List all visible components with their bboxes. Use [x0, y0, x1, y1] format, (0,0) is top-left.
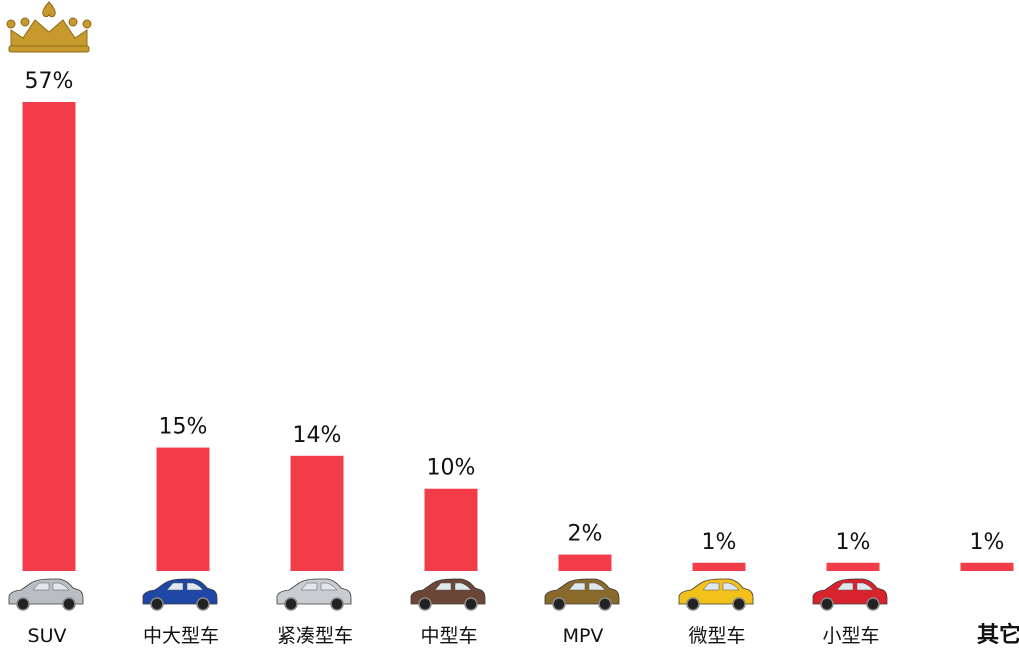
- category-label-2: 中大型车: [143, 625, 219, 647]
- car-body: [8, 578, 84, 605]
- car-window: [702, 582, 740, 591]
- car-body: [678, 578, 754, 605]
- car-wheel: [196, 597, 210, 611]
- bar-4: [424, 488, 478, 571]
- bar-5: [558, 554, 612, 571]
- car-window: [300, 582, 338, 591]
- car-body: [812, 578, 888, 605]
- car-window: [434, 582, 472, 591]
- car-wheel: [16, 597, 30, 611]
- bar-7: [826, 562, 880, 571]
- car-wheel: [284, 597, 298, 611]
- category-label-6: 微型车: [688, 625, 745, 647]
- category-label-7: 小型车: [822, 625, 879, 647]
- car-wheel: [330, 597, 344, 611]
- bar-1: [22, 102, 76, 571]
- category-label-8: 其它: [977, 622, 1019, 648]
- value-label-2: 15%: [159, 415, 208, 440]
- category-label-3: 紧凑型车: [277, 625, 353, 647]
- car-wheel: [820, 597, 834, 611]
- crown-top-ornament: [42, 1, 56, 18]
- crown-jewel: [82, 19, 92, 29]
- value-label-7: 1%: [836, 530, 871, 555]
- value-label-5: 2%: [568, 522, 603, 547]
- bar-8: [960, 562, 1014, 571]
- car-wheel: [552, 597, 566, 611]
- crown-icon: [6, 1, 92, 53]
- car-body: [142, 578, 218, 605]
- value-label-3: 14%: [293, 423, 342, 448]
- crown-jewel: [20, 17, 30, 27]
- car-body: [544, 578, 620, 605]
- car-wheel: [150, 597, 164, 611]
- car-wheel: [464, 597, 478, 611]
- car-window: [568, 582, 606, 591]
- car-icon: [544, 578, 620, 611]
- car-wheel: [598, 597, 612, 611]
- car-icon: [8, 578, 84, 611]
- category-label-4: 中型车: [420, 625, 477, 647]
- category-label-5: MPV: [563, 625, 604, 647]
- car-icon: [276, 578, 352, 611]
- crown-jewel: [68, 17, 78, 27]
- value-label-4: 10%: [427, 456, 476, 481]
- car-body: [410, 578, 486, 605]
- value-label-6: 1%: [702, 530, 737, 555]
- value-label-1: 57%: [25, 69, 74, 94]
- car-icon: [678, 578, 754, 611]
- car-wheel: [866, 597, 880, 611]
- car-icon: [410, 578, 486, 611]
- car-wheel: [62, 597, 76, 611]
- car-icon: [142, 578, 218, 611]
- value-label-8: 1%: [970, 530, 1005, 555]
- car-wheel: [686, 597, 700, 611]
- car-icon: [812, 578, 888, 611]
- crown-band: [8, 45, 90, 53]
- car-wheel: [732, 597, 746, 611]
- car-window: [166, 582, 204, 591]
- bar-6: [692, 562, 746, 571]
- car-window: [32, 582, 70, 591]
- category-label-1: SUV: [28, 625, 67, 647]
- bar-3: [290, 455, 344, 571]
- bar-2: [156, 447, 210, 571]
- car-body: [276, 578, 352, 605]
- car-wheel: [418, 597, 432, 611]
- crown-jewel: [6, 19, 16, 29]
- car-window: [836, 582, 874, 591]
